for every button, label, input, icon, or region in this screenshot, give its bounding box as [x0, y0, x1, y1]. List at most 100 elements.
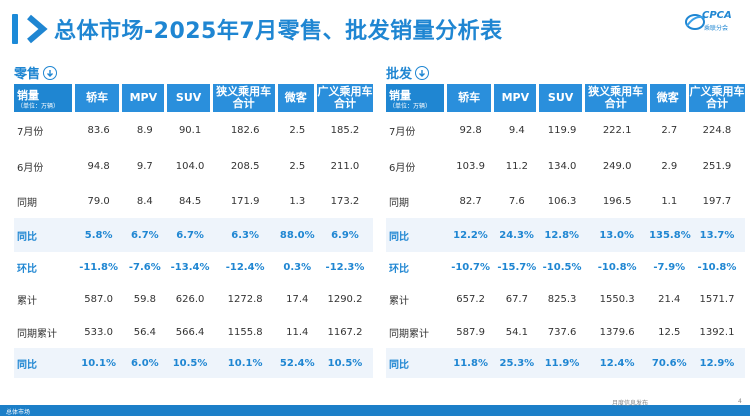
- table-cell: 24.3%: [499, 229, 534, 241]
- row-label: 同比: [389, 231, 409, 243]
- table-cell: 251.9: [702, 160, 732, 172]
- wholesale-table: 销量 （单位：万辆） 轿车 MPV SUV 狭义乘用车合计 微客 广义乘用车合计…: [386, 84, 745, 378]
- table-cell: 52.4%: [279, 357, 315, 369]
- retail-unit-header: 销量 （单位：万辆）: [14, 84, 72, 112]
- table-cell: 9.7: [136, 160, 153, 172]
- retail-table-row: 同比 10.1% 6.0% 10.5% 10.1% 52.4% 10.5%: [14, 348, 373, 378]
- table-cell: 6.7%: [176, 229, 204, 241]
- table-cell: 2.5: [289, 160, 306, 172]
- retail-table-row: 同期累计 533.0 56.4 566.4 1155.8 11.4 1167.2: [14, 316, 373, 348]
- table-cell: 11.4: [286, 326, 309, 338]
- wholesale-table-row: 同比 11.8% 25.3% 11.9% 12.4% 70.6% 12.9%: [386, 348, 745, 378]
- table-cell: 106.3: [547, 195, 577, 207]
- wholesale-col-header: 狭义乘用车合计: [584, 84, 647, 112]
- wholesale-table-row: 同期累计 587.9 54.1 737.6 1379.6 12.5 1392.1: [386, 316, 745, 348]
- table-cell: 82.7: [459, 195, 482, 207]
- footer-bar: [0, 405, 750, 416]
- table-cell: 12.4%: [599, 357, 635, 369]
- row-label: 6月份: [17, 162, 44, 174]
- row-label: 同比: [389, 359, 409, 371]
- table-cell: 90.1: [178, 124, 202, 136]
- wholesale-col-header: SUV: [539, 84, 582, 112]
- retail-label: 零售: [14, 67, 41, 82]
- wholesale-table-row: 7月份 92.8 9.4 119.9 222.1 2.7 224.8: [386, 112, 745, 148]
- footer-label: 总体市场: [6, 409, 31, 416]
- row-label: 累计: [389, 295, 409, 307]
- wholesale-header-row: 销量 （单位：万辆） 轿车 MPV SUV 狭义乘用车合计 微客 广义乘用车合计: [386, 84, 745, 112]
- table-cell: 134.0: [547, 160, 577, 172]
- table-cell: 2.5: [289, 124, 306, 136]
- footer-note: 月度信息发布: [612, 400, 649, 407]
- table-cell: 70.6%: [651, 357, 687, 369]
- row-label: 6月份: [389, 162, 416, 174]
- table-cell: 88.0%: [279, 229, 315, 241]
- table-cell: 197.7: [702, 195, 732, 207]
- table-cell: 1272.8: [227, 293, 263, 305]
- wholesale-col-header: 广义乘用车合计: [688, 84, 745, 112]
- wholesale-col-header: MPV: [494, 84, 537, 112]
- retail-col-header: 广义乘用车合计: [316, 84, 373, 112]
- retail-table-row: 7月份 83.6 8.9 90.1 182.6 2.5 185.2: [14, 112, 373, 148]
- arrow-down-circle-icon: [43, 65, 58, 80]
- table-cell: 79.0: [87, 195, 110, 207]
- table-cell: 94.8: [87, 160, 110, 172]
- retail-col-header: 微客: [277, 84, 314, 112]
- table-cell: 25.3%: [499, 357, 535, 369]
- table-cell: 737.6: [547, 326, 577, 338]
- row-label: 累计: [17, 295, 37, 307]
- table-cell: 135.8%: [649, 229, 691, 241]
- table-cell: 7.6: [508, 195, 525, 207]
- arrow-down-circle-icon: [415, 65, 430, 80]
- header-accent-bar: [12, 14, 18, 44]
- wholesale-section-label: 批发: [386, 63, 430, 82]
- table-cell: 54.1: [505, 326, 528, 338]
- wholesale-col-header: 轿车: [446, 84, 492, 112]
- table-cell: 83.6: [87, 124, 110, 136]
- unit-sub: （单位：万辆）: [389, 103, 432, 110]
- table-cell: 0.3%: [283, 261, 312, 273]
- table-cell: 1.1: [661, 195, 678, 207]
- table-cell: 173.2: [330, 195, 360, 207]
- table-cell: -7.6%: [128, 261, 161, 273]
- table-cell: -10.7%: [451, 261, 491, 273]
- table-cell: 1392.1: [699, 326, 735, 338]
- table-cell: 196.5: [602, 195, 632, 207]
- wholesale-table-row: 同比 12.2% 24.3% 12.8% 13.0% 135.8% 13.7%: [386, 218, 745, 252]
- wholesale-table-row: 同期 82.7 7.6 106.3 196.5 1.1 197.7: [386, 184, 745, 218]
- table-cell: -10.5%: [542, 261, 582, 273]
- table-cell: -10.8%: [597, 261, 637, 273]
- table-cell: -15.7%: [497, 261, 537, 273]
- wholesale-label: 批发: [386, 67, 413, 82]
- logo-text: CPCA: [702, 10, 732, 21]
- table-cell: 222.1: [602, 124, 632, 136]
- table-cell: 6.3%: [231, 229, 259, 241]
- table-cell: 6.0%: [130, 357, 159, 369]
- unit-label: 销量: [17, 89, 39, 102]
- retail-table: 销量 （单位：万辆） 轿车 MPV SUV 狭义乘用车合计 微客 广义乘用车合计…: [14, 84, 373, 378]
- table-cell: 171.9: [230, 195, 260, 207]
- retail-table-body: 7月份 83.6 8.9 90.1 182.6 2.5 185.2 6月份 94.8 9.7 104…: [14, 112, 373, 378]
- row-label: 同比: [17, 231, 37, 243]
- table-cell: -7.9%: [653, 261, 686, 273]
- retail-table-row: 同期 79.0 8.4 84.5 171.9 1.3 173.2: [14, 184, 373, 218]
- row-label: 同期累计: [389, 328, 429, 340]
- wholesale-table-row: 环比 -10.7% -15.7% -10.5% -10.8% -7.9% -10.8%: [386, 252, 745, 282]
- chevron-right-icon: [27, 14, 48, 44]
- table-cell: 10.1%: [81, 357, 116, 369]
- wholesale-table-row: 6月份 103.9 11.2 134.0 249.0 2.9 251.9: [386, 148, 745, 184]
- table-cell: 13.0%: [599, 229, 635, 241]
- retail-col-header: SUV: [167, 84, 210, 112]
- retail-col-header: 轿车: [74, 84, 120, 112]
- retail-col-header: 狭义乘用车合计: [212, 84, 275, 112]
- table-cell: 211.0: [330, 160, 360, 172]
- row-label: 同期累计: [17, 328, 57, 340]
- table-cell: 12.8%: [544, 229, 580, 241]
- logo-subtext: 乘联分会: [704, 25, 729, 32]
- table-cell: 1379.6: [599, 326, 635, 338]
- table-cell: 103.9: [456, 160, 485, 172]
- row-label: 同期: [17, 197, 37, 209]
- table-cell: 825.3: [547, 293, 577, 305]
- table-cell: 9.4: [508, 124, 525, 136]
- row-label: 同期: [389, 197, 409, 209]
- table-cell: 1550.3: [599, 293, 635, 305]
